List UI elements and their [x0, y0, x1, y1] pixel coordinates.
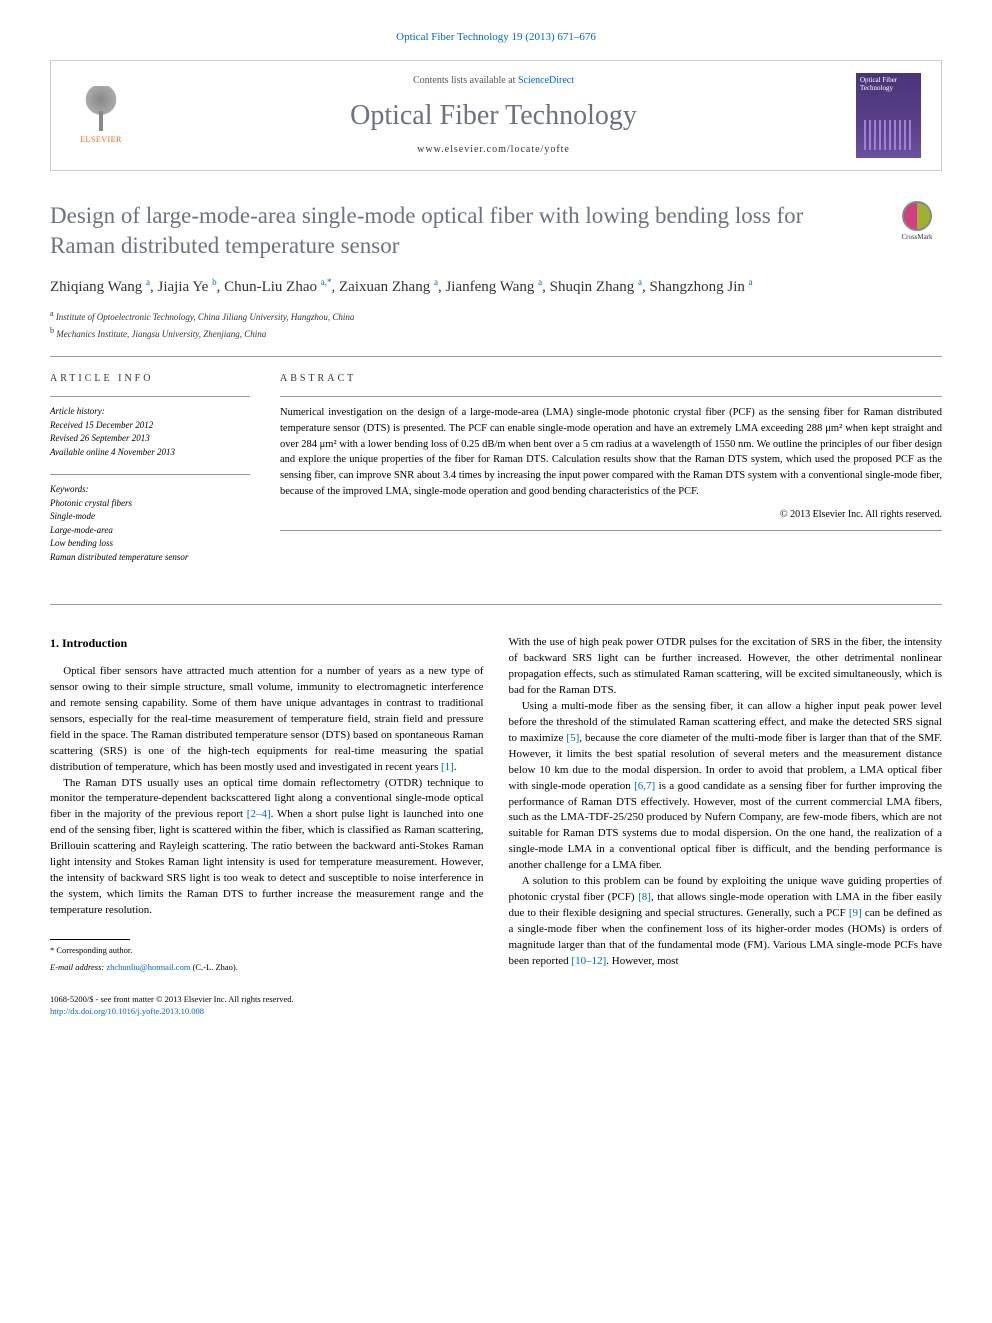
footnote-separator [50, 939, 130, 940]
body-paragraph: The Raman DTS usually uses an optical ti… [50, 776, 484, 919]
article-history: Article history: Received 15 December 20… [50, 405, 250, 459]
crossmark-label: CrossMark [901, 233, 932, 243]
crossmark-icon [902, 201, 932, 231]
journal-url: www.elsevier.com/locate/yofte [131, 143, 856, 157]
history-online: Available online 4 November 2013 [50, 446, 250, 460]
elsevier-tree-icon [81, 86, 121, 131]
right-column: With the use of high peak power OTDR pul… [509, 635, 943, 1017]
copyright-line: 1068-5200/$ - see front matter © 2013 El… [50, 994, 484, 1006]
keywords-label: Keywords: [50, 483, 250, 497]
keyword-item: Raman distributed temperature sensor [50, 551, 250, 565]
body-paragraph: A solution to this problem can be found … [509, 874, 943, 970]
divider [50, 356, 942, 357]
keyword-item: Low bending loss [50, 537, 250, 551]
section-heading-intro: 1. Introduction [50, 635, 484, 652]
abstract-text: Numerical investigation on the design of… [280, 405, 942, 500]
email-footnote: E-mail address: zhchunliu@hotmail.com (C… [50, 962, 484, 974]
article-info-column: ARTICLE INFO Article history: Received 1… [50, 372, 250, 579]
authors-list: Zhiqiang Wang a, Jiajia Ye b, Chun-Liu Z… [50, 276, 942, 298]
journal-reference: Optical Fiber Technology 19 (2013) 671–6… [50, 30, 942, 45]
keywords-block: Keywords: Photonic crystal fibers Single… [50, 483, 250, 564]
crossmark-badge[interactable]: CrossMark [892, 201, 942, 251]
affiliations: a Institute of Optoelectronic Technology… [50, 308, 942, 341]
keyword-item: Single-mode [50, 510, 250, 524]
elsevier-logo: ELSEVIER [71, 81, 131, 151]
header-center: Contents lists available at ScienceDirec… [131, 74, 856, 157]
divider [50, 604, 942, 605]
body-paragraph: With the use of high peak power OTDR pul… [509, 635, 943, 699]
keyword-item: Large-mode-area [50, 524, 250, 538]
article-info-heading: ARTICLE INFO [50, 372, 250, 386]
body-paragraph: Optical fiber sensors have attracted muc… [50, 664, 484, 776]
history-received: Received 15 December 2012 [50, 419, 250, 433]
journal-name: Optical Fiber Technology [131, 96, 856, 135]
keyword-item: Photonic crystal fibers [50, 497, 250, 511]
abstract-column: ABSTRACT Numerical investigation on the … [280, 372, 942, 579]
paper-title: Design of large-mode-area single-mode op… [50, 201, 872, 261]
history-label: Article history: [50, 405, 250, 419]
email-label: E-mail address: [50, 962, 106, 972]
affiliation-a: a Institute of Optoelectronic Technology… [50, 308, 942, 325]
abstract-copyright: © 2013 Elsevier Inc. All rights reserved… [280, 508, 942, 522]
left-column: 1. Introduction Optical fiber sensors ha… [50, 635, 484, 1017]
email-link[interactable]: zhchunliu@hotmail.com [106, 962, 190, 972]
body-paragraph: Using a multi-mode fiber as the sensing … [509, 699, 943, 874]
info-abstract-row: ARTICLE INFO Article history: Received 1… [50, 372, 942, 579]
journal-header: ELSEVIER Contents lists available at Sci… [50, 60, 942, 171]
copyright-footer: 1068-5200/$ - see front matter © 2013 El… [50, 994, 484, 1018]
contents-line: Contents lists available at ScienceDirec… [131, 74, 856, 88]
title-section: Design of large-mode-area single-mode op… [50, 201, 942, 261]
abstract-heading: ABSTRACT [280, 372, 942, 386]
journal-cover-thumbnail: Optical Fiber Technology [856, 73, 921, 158]
body-columns: 1. Introduction Optical fiber sensors ha… [50, 635, 942, 1017]
affiliation-b: b Mechanics Institute, Jiangsu Universit… [50, 325, 942, 342]
corresponding-author-note: * Corresponding author. [50, 945, 484, 957]
history-revised: Revised 26 September 2013 [50, 432, 250, 446]
doi-link[interactable]: http://dx.doi.org/10.1016/j.yofte.2013.1… [50, 1006, 204, 1016]
contents-prefix: Contents lists available at [413, 75, 518, 86]
cover-title-text: Optical Fiber Technology [856, 73, 921, 96]
email-suffix: (C.-L. Zhao). [190, 962, 237, 972]
sciencedirect-link[interactable]: ScienceDirect [518, 75, 574, 86]
elsevier-text: ELSEVIER [80, 134, 122, 145]
